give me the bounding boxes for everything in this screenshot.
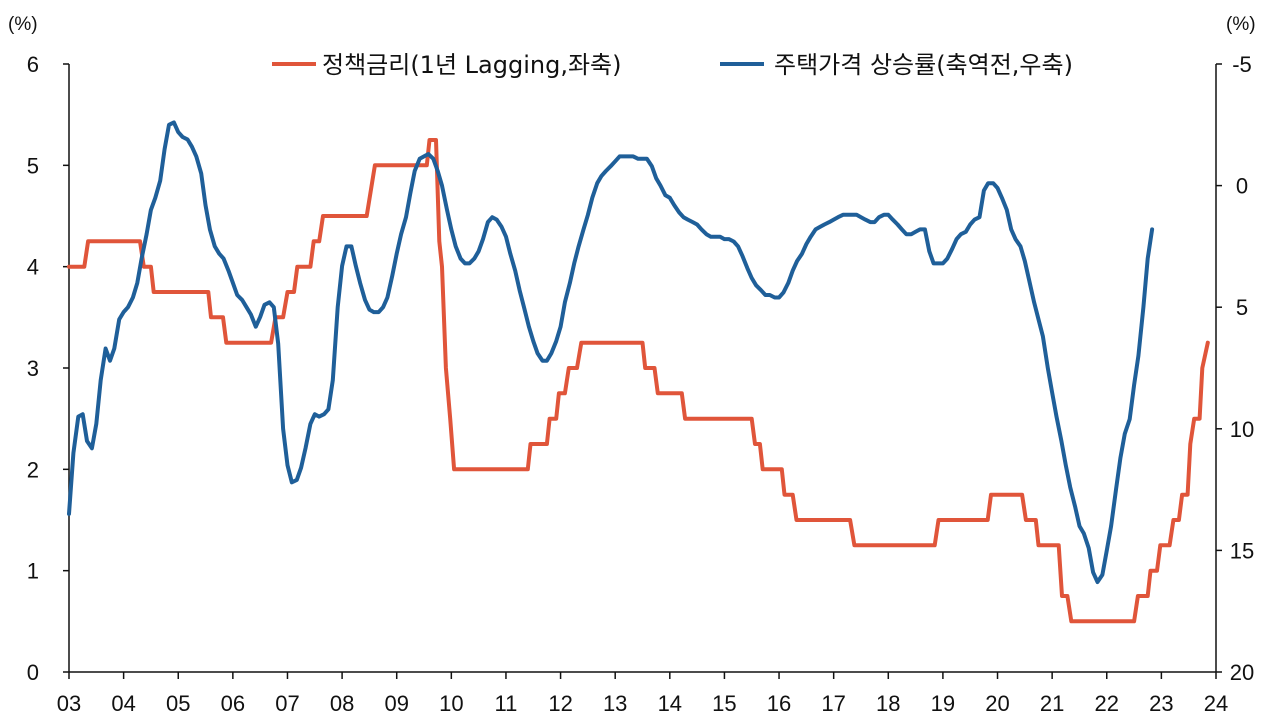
- x-tick-label: 07: [275, 691, 299, 716]
- right-tick-label: 10: [1230, 417, 1254, 442]
- right-axis-unit: (%): [1226, 14, 1256, 35]
- right-tick-label: 15: [1230, 538, 1254, 563]
- x-tick-label: 10: [439, 691, 463, 716]
- series-layer: [67, 120, 1210, 624]
- left-tick-label: 1: [27, 559, 39, 584]
- x-tick-label: 03: [57, 691, 81, 716]
- x-tick-label: 24: [1204, 691, 1228, 716]
- legend: 정책금리(1년 Lagging,좌축) 주택가격 상승률(축역전,우축): [272, 51, 1073, 79]
- x-tick-label: 17: [821, 691, 845, 716]
- left-tick-label: 3: [27, 356, 39, 381]
- x-tick-label: 14: [658, 691, 682, 716]
- x-tick-label: 18: [876, 691, 900, 716]
- x-tick-label: 15: [712, 691, 736, 716]
- house-price-legend-label: 주택가격 상승률(축역전,우축): [774, 51, 1073, 79]
- left-axis-unit: (%): [8, 14, 38, 35]
- x-tick-label: 08: [330, 691, 354, 716]
- x-tick-label: 16: [767, 691, 791, 716]
- right-tick-label: 5: [1236, 295, 1248, 320]
- x-tick-label: 19: [931, 691, 955, 716]
- x-tick-label: 06: [221, 691, 245, 716]
- x-tick-label: 20: [985, 691, 1009, 716]
- left-tick-label: 0: [27, 660, 39, 685]
- x-tick-label: 13: [603, 691, 627, 716]
- left-tick-label: 5: [27, 153, 39, 178]
- left-tick-label: 2: [27, 457, 39, 482]
- policy-rate-series-line: [67, 138, 1210, 624]
- x-tick-label: 23: [1149, 691, 1173, 716]
- x-tick-label: 22: [1095, 691, 1119, 716]
- right-tick-label: 0: [1236, 174, 1248, 199]
- x-tick-label: 12: [548, 691, 572, 716]
- x-tick-label: 21: [1040, 691, 1064, 716]
- right-tick-label: -5: [1232, 52, 1252, 77]
- x-tick-label: 05: [166, 691, 190, 716]
- right-tick-label: 20: [1230, 660, 1254, 685]
- left-tick-label: 4: [27, 255, 39, 280]
- policy-rate-legend-label: 정책금리(1년 Lagging,좌축): [322, 51, 621, 79]
- house-price-series-line: [67, 120, 1155, 584]
- x-tick-label: 04: [111, 691, 135, 716]
- left-tick-label: 6: [27, 52, 39, 77]
- x-tick-label: 09: [384, 691, 408, 716]
- x-tick-label: 11: [495, 691, 518, 716]
